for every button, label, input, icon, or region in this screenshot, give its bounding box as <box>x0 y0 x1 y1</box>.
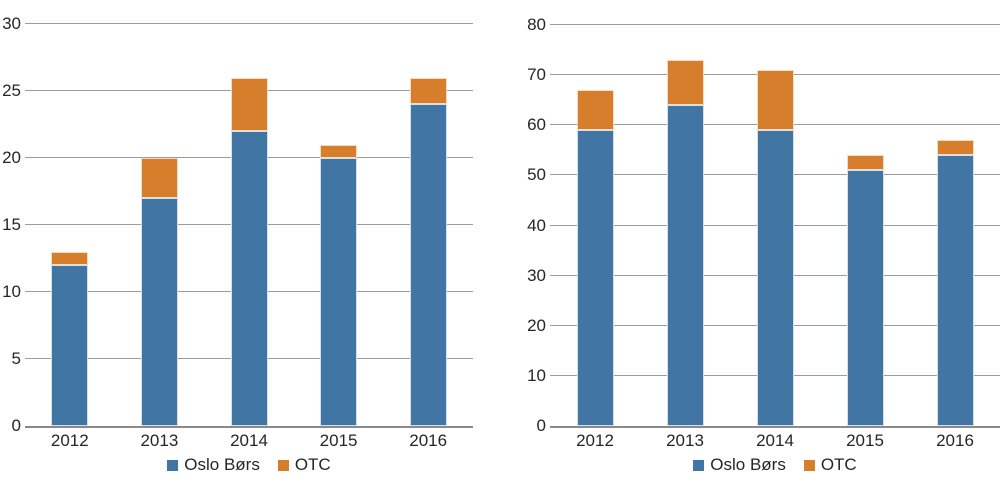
gridline <box>550 24 1000 25</box>
legend-label-otc: OTC <box>294 455 331 474</box>
bar-segment-oslo-bors <box>230 131 268 426</box>
bar-2014 <box>756 70 794 426</box>
legend-label-oslo-bors: Oslo Børs <box>184 455 260 474</box>
y-axis-tick-label: 30 <box>527 265 546 285</box>
x-axis-label-2016: 2016 <box>409 431 448 450</box>
x-axis-line <box>550 426 1000 428</box>
bar-2013 <box>666 60 704 426</box>
y-axis-tick-label: 25 <box>2 81 21 100</box>
bar-2015 <box>320 144 358 426</box>
y-axis-tick-label: 20 <box>2 148 21 167</box>
bar-segment-otc <box>576 90 614 131</box>
x-axis-label-2012: 2012 <box>576 431 614 450</box>
y-axis-tick-label: 15 <box>2 215 21 234</box>
bar-segment-oslo-bors <box>409 104 447 426</box>
y-axis-tick-label: 0 <box>536 416 546 435</box>
bar-segment-otc <box>320 144 358 158</box>
x-axis-label-2014: 2014 <box>756 431 794 450</box>
x-axis-label-2015: 2015 <box>319 431 358 450</box>
bar-segment-oslo-bors <box>756 130 794 426</box>
bar-2012 <box>51 251 89 426</box>
legend: Oslo Børs OTC <box>25 455 473 475</box>
bar-segment-otc <box>51 251 89 266</box>
legend-label-oslo-bors: Oslo Børs <box>710 455 786 474</box>
bar-segment-oslo-bors <box>666 105 704 426</box>
bar-segment-otc <box>230 77 268 132</box>
bar-segment-otc <box>756 70 794 131</box>
y-axis-tick-label: 30 <box>2 14 21 33</box>
bar-2012 <box>576 90 614 426</box>
bar-segment-otc <box>140 158 178 199</box>
y-axis-tick-label: 0 <box>11 416 21 435</box>
bar-segment-otc <box>936 140 974 156</box>
legend-swatch-otc <box>277 459 289 471</box>
bar-2015 <box>846 155 884 426</box>
legend-item-oslo-bors: Oslo Børs <box>693 455 786 475</box>
bar-segment-oslo-bors <box>140 198 178 426</box>
x-axis-line <box>25 426 473 428</box>
legend: Oslo Børs OTC <box>550 455 1000 475</box>
x-axis-label-2012: 2012 <box>50 431 89 450</box>
bar-segment-oslo-bors <box>51 265 89 426</box>
y-axis-tick-label: 50 <box>527 165 546 185</box>
bar-segment-oslo-bors <box>846 170 884 426</box>
bar-segment-oslo-bors <box>576 130 614 426</box>
legend-label-otc: OTC <box>820 455 857 474</box>
bar-2016 <box>936 140 974 426</box>
y-axis-tick-label: 40 <box>527 215 546 235</box>
legend-swatch-otc <box>803 459 815 471</box>
bar-segment-otc <box>666 60 704 106</box>
bar-segment-otc <box>409 77 447 105</box>
legend-item-oslo-bors: Oslo Børs <box>167 455 260 475</box>
bar-2016 <box>409 77 447 426</box>
y-axis-tick-label: 10 <box>527 365 546 385</box>
y-axis-tick-label: 20 <box>527 315 546 335</box>
legend-item-otc: OTC <box>803 455 857 475</box>
x-axis-label-2013: 2013 <box>666 431 704 450</box>
legend-item-otc: OTC <box>277 455 331 475</box>
gridline <box>25 23 473 24</box>
x-axis-label-2014: 2014 <box>230 431 268 450</box>
x-axis-label-2015: 2015 <box>846 431 884 450</box>
bar-segment-oslo-bors <box>936 155 974 426</box>
bar-segment-otc <box>846 155 884 171</box>
bar-2013 <box>140 158 178 426</box>
y-axis-tick-label: 80 <box>527 15 546 34</box>
legend-swatch-oslo-bors <box>167 459 179 471</box>
y-axis-tick-label: 5 <box>11 349 21 368</box>
x-axis-label-2013: 2013 <box>140 431 179 450</box>
bar-2014 <box>230 77 268 426</box>
y-axis-tick-label: 10 <box>2 282 21 301</box>
x-axis-label-2016: 2016 <box>936 431 974 450</box>
bar-segment-oslo-bors <box>320 158 358 426</box>
y-axis-tick-label: 60 <box>527 115 546 135</box>
y-axis-tick-label: 70 <box>527 65 546 85</box>
legend-swatch-oslo-bors <box>693 459 705 471</box>
